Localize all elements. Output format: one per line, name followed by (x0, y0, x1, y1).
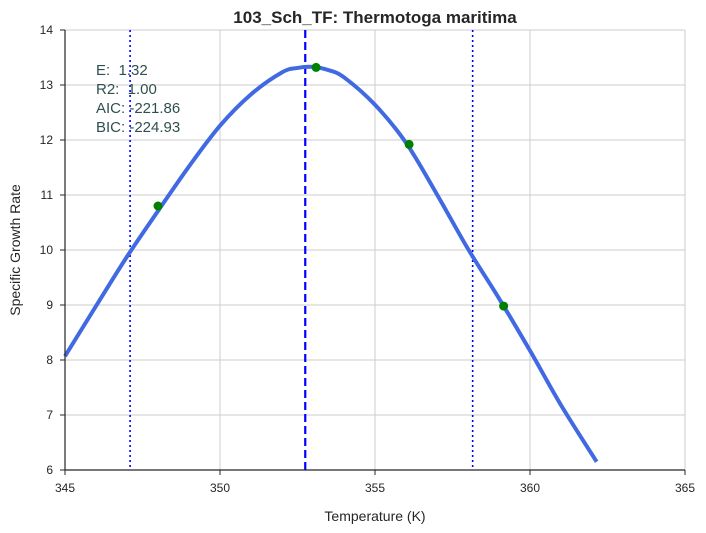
x-axis-label: Temperature (K) (324, 508, 425, 524)
axes (60, 29, 686, 475)
y-tick-label: 12 (40, 133, 54, 147)
y-tick-label: 13 (40, 78, 54, 92)
x-tick-label: 355 (365, 481, 385, 495)
grid (64, 29, 686, 471)
y-tick-label: 6 (46, 463, 53, 477)
x-tick-label: 360 (520, 481, 540, 495)
chart-title: 103_Sch_TF: Thermotoga maritima (233, 8, 517, 27)
observation-point (153, 201, 163, 211)
observation-points (153, 62, 509, 311)
fit-statistic-label: E: 1.32 (96, 62, 148, 79)
observation-point (311, 62, 321, 72)
tick-labels: 345 350 355 360 365 6 7 8 9 10 11 12 13 14 (40, 23, 696, 495)
y-tick-label: 10 (40, 243, 54, 257)
x-tick-label: 365 (675, 481, 695, 495)
y-tick-label: 11 (41, 188, 54, 202)
y-tick-label: 8 (46, 353, 53, 367)
y-tick-label: 9 (46, 298, 53, 312)
y-tick-label: 7 (46, 408, 53, 422)
fit-statistic-label: AIC: -221.86 (96, 100, 180, 117)
fit-statistics: E: 1.32 R2: 1.00 AIC: -221.86 BIC: -224.93 (96, 62, 180, 136)
y-tick-label: 14 (40, 23, 54, 37)
x-tick-label: 345 (55, 481, 75, 495)
fit-statistic-label: R2: 1.00 (96, 81, 157, 98)
observation-point (404, 139, 414, 149)
observation-point (499, 301, 509, 311)
y-axis-label: Specific Growth Rate (7, 184, 23, 316)
x-tick-label: 350 (210, 481, 230, 495)
fit-statistic-label: BIC: -224.93 (96, 119, 180, 136)
